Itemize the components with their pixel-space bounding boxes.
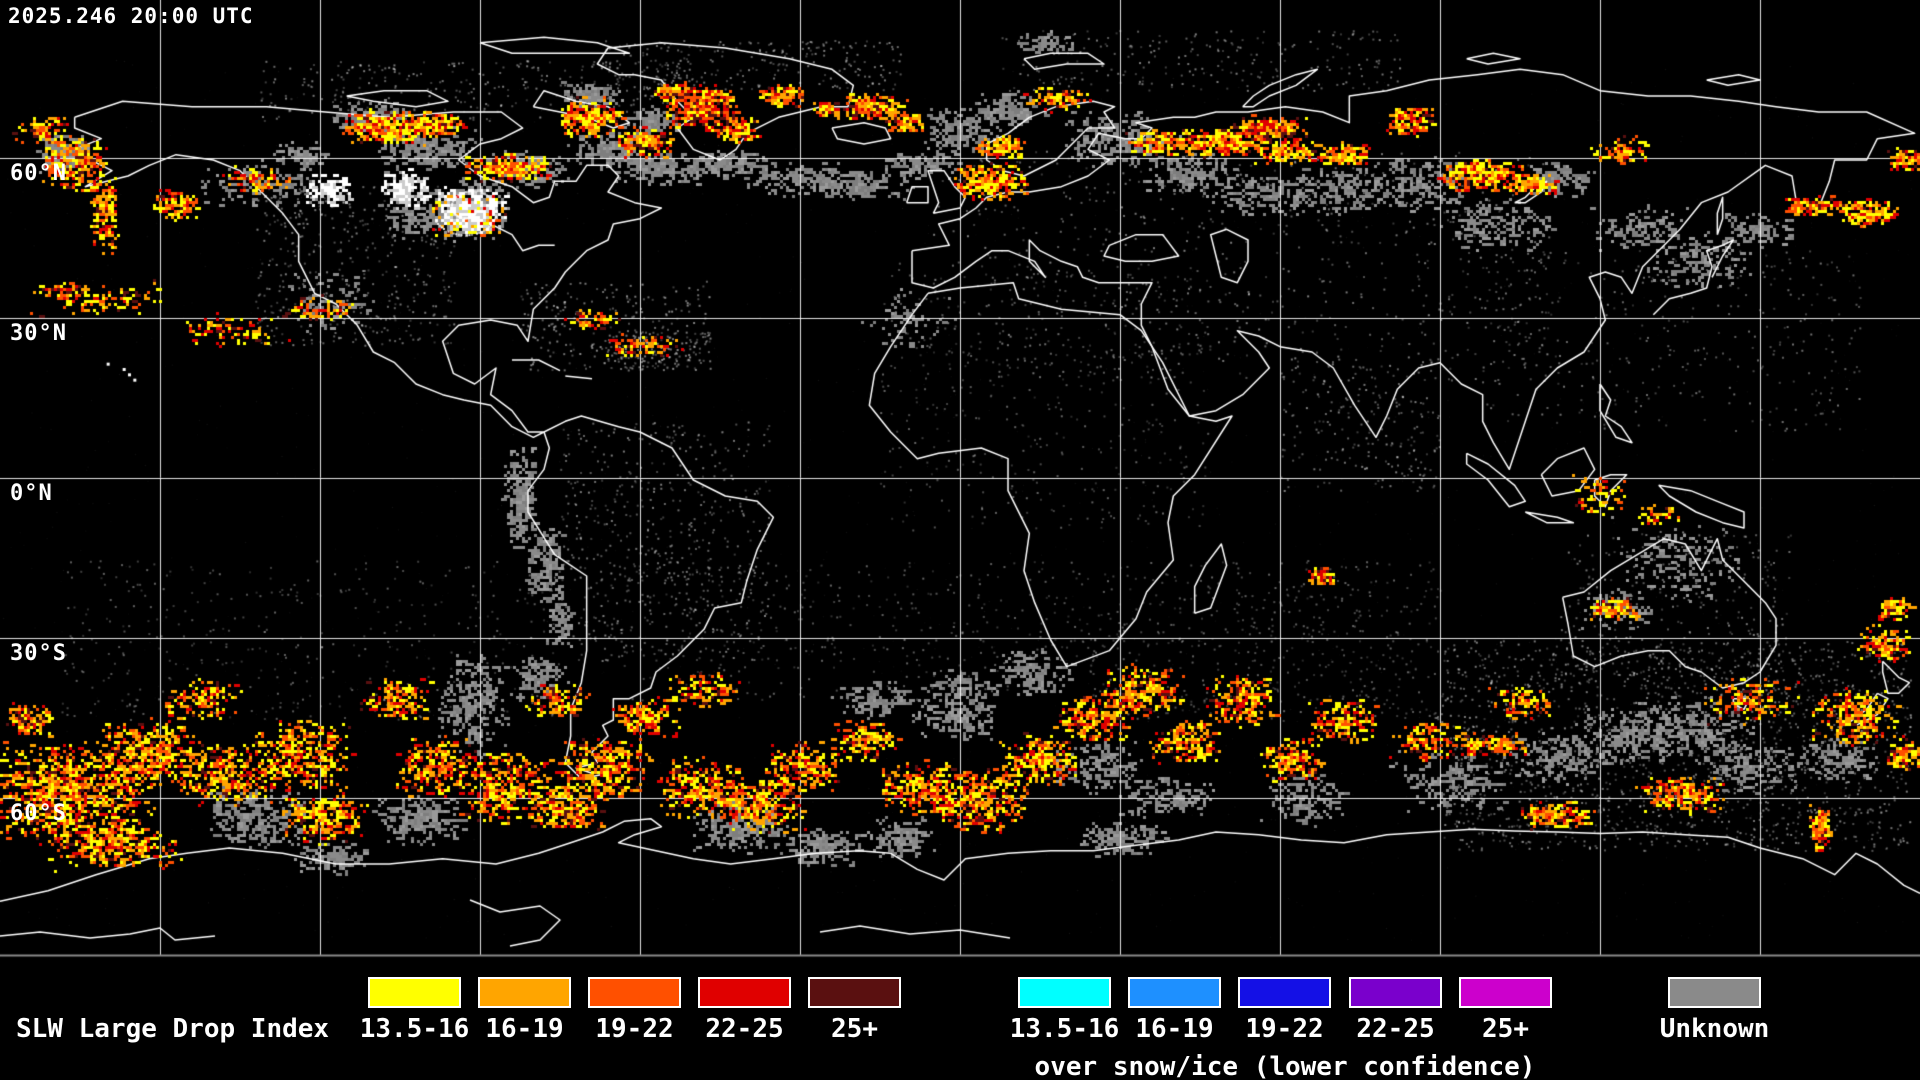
legend-swatch-snow-5: [1459, 977, 1552, 1008]
legend-label-snow-2: 16-19: [1135, 1014, 1214, 1044]
legend-label-snow-3: 19-22: [1245, 1014, 1324, 1044]
legend-swatch-snow-1: [1018, 977, 1111, 1008]
lat-label-0n: 0°N: [10, 481, 53, 506]
legend-swatch-snow-4: [1349, 977, 1442, 1008]
legend-label-snow-4: 22-25: [1356, 1014, 1435, 1044]
lat-label-30s: 30°S: [10, 641, 67, 666]
legend-label-snow-5: 25+: [1482, 1014, 1529, 1044]
legend-swatch-warm-4: [698, 977, 791, 1008]
legend-item-warm-3: 19-22: [559, 977, 710, 1044]
legend-swatch-unknown: [1668, 977, 1761, 1008]
legend-swatch-snow-3: [1238, 977, 1331, 1008]
legend-label-snow-1: 13.5-16: [1009, 1014, 1120, 1044]
legend-item-snow-1: 13.5-16: [989, 977, 1140, 1044]
legend-swatch-warm-1: [368, 977, 461, 1008]
legend-item-unknown: Unknown: [1639, 977, 1790, 1044]
lat-label-30n: 30°N: [10, 321, 67, 346]
legend-label-warm-3: 19-22: [595, 1014, 674, 1044]
legend-title: SLW Large Drop Index: [16, 1014, 330, 1044]
legend-item-snow-2: 16-19: [1099, 977, 1250, 1044]
legend-label-warm-5: 25+: [831, 1014, 878, 1044]
lat-label-60s: 60°S: [10, 801, 67, 826]
legend-snow-note: over snow/ice (lower confidence): [1034, 1052, 1536, 1080]
timestamp: 2025.246 20:00 UTC: [8, 4, 254, 28]
legend-item-snow-4: 22-25: [1320, 977, 1471, 1044]
legend-swatch-warm-3: [588, 977, 681, 1008]
legend-item-warm-1: 13.5-16: [339, 977, 490, 1044]
legend-swatch-warm-5: [808, 977, 901, 1008]
legend-item-snow-5: 25+: [1430, 977, 1581, 1044]
legend-label-warm-1: 13.5-16: [359, 1014, 470, 1044]
legend-swatch-warm-2: [478, 977, 571, 1008]
legend-swatch-snow-2: [1128, 977, 1221, 1008]
legend-item-snow-3: 19-22: [1209, 977, 1360, 1044]
legend-label-warm-2: 16-19: [485, 1014, 564, 1044]
lat-label-60n: 60°N: [10, 161, 67, 186]
legend-label-unknown: Unknown: [1659, 1014, 1770, 1044]
legend-label-warm-4: 22-25: [705, 1014, 784, 1044]
legend-item-warm-4: 22-25: [669, 977, 820, 1044]
legend-item-warm-5: 25+: [779, 977, 930, 1044]
legend-item-warm-2: 16-19: [449, 977, 600, 1044]
